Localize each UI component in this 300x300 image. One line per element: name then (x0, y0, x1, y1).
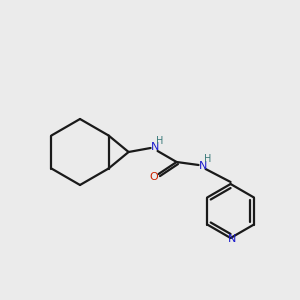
Text: N: N (198, 161, 207, 171)
Text: H: H (204, 154, 211, 164)
Text: O: O (149, 172, 158, 182)
Text: N: N (150, 142, 159, 152)
Text: N: N (227, 234, 236, 244)
Text: H: H (156, 136, 163, 146)
